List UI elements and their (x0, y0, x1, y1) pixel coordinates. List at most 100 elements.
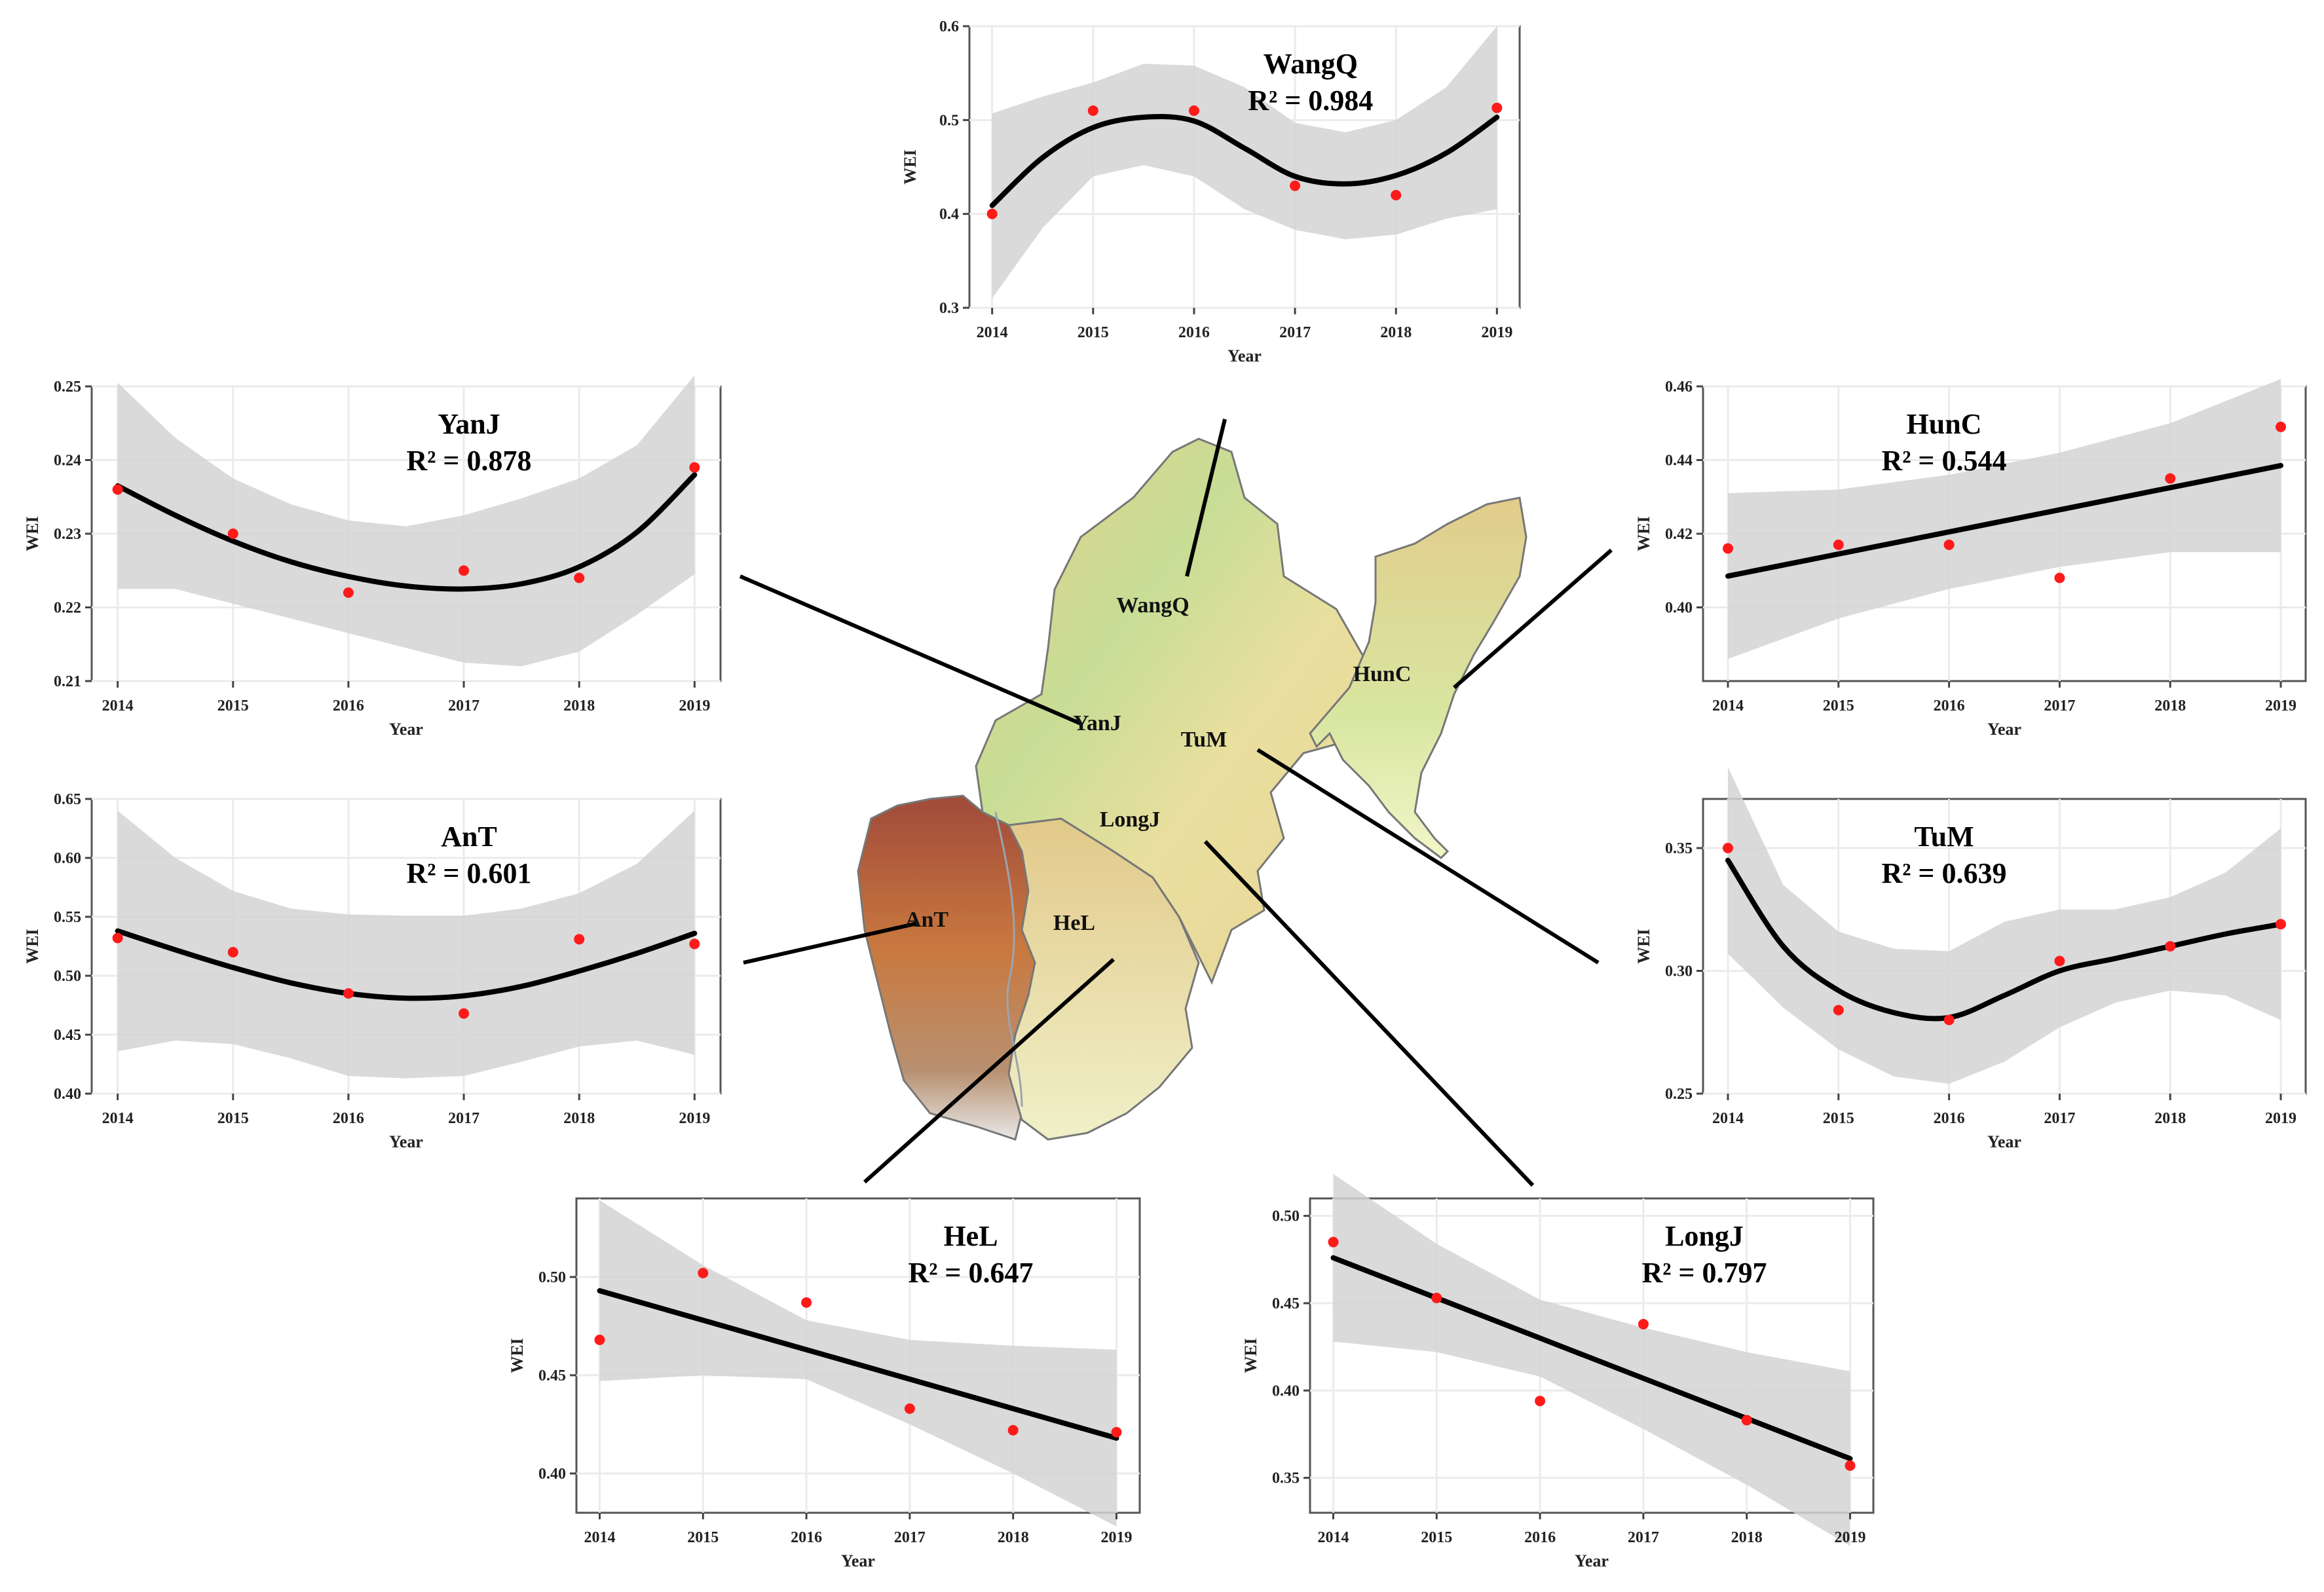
x-axis-label: Year (841, 1551, 875, 1570)
data-point (986, 208, 998, 219)
x-tick-label: 2015 (1421, 1529, 1452, 1546)
data-point (112, 933, 123, 944)
data-point (2165, 941, 2176, 952)
panel-title: HeL (943, 1220, 998, 1252)
x-tick-label: 2019 (1481, 324, 1512, 341)
y-tick-label: 0.23 (54, 526, 81, 543)
chart-panel-hunc: 2014 2015 2016 2017 2018 2019 0.40 0.42 0.44 0.46… (1634, 379, 2307, 739)
connector-lines (739, 418, 1613, 1187)
x-tick-label: 2017 (448, 697, 479, 714)
x-tick-label: 2016 (1934, 1110, 1965, 1127)
x-tick-label: 2015 (1823, 1110, 1854, 1127)
data-point (1007, 1425, 1019, 1435)
y-tick-label: 0.40 (1272, 1382, 1300, 1399)
r-squared-label: R² = 0.797 (1641, 1257, 1767, 1289)
data-point (343, 587, 354, 598)
y-tick-label: 0.40 (538, 1466, 566, 1483)
y-tick-label: 0.24 (54, 453, 81, 470)
r-squared-label: R² = 0.601 (406, 857, 531, 889)
x-axis-label: Year (1575, 1551, 1609, 1570)
fit-line (115, 928, 698, 1001)
r-squared-label: R² = 0.639 (1881, 857, 2006, 889)
panel-title: YanJ (438, 408, 500, 440)
x-tick-label: 2015 (1823, 697, 1854, 714)
x-tick-label: 2018 (563, 697, 595, 714)
map-labels: WangQ HunC YanJ TuM LongJ AnT HeL (905, 593, 1411, 935)
data-point (1111, 1427, 1122, 1437)
x-tick-label: 2015 (1078, 324, 1109, 341)
data-point (1833, 1005, 1844, 1016)
y-tick-label: 0.25 (1665, 1086, 1693, 1103)
panel-title: AnT (441, 821, 497, 853)
data-point (227, 947, 238, 957)
y-tick-label: 0.46 (1665, 379, 1693, 396)
x-tick-label: 2014 (102, 697, 134, 714)
connector-hunc (1453, 548, 1613, 690)
chart-panel-tum: 2014 2015 2016 2017 2018 2019 0.25 0.30 0.35 Year… (1634, 767, 2307, 1151)
connector-longj (1203, 840, 1535, 1187)
data-point (1722, 843, 1733, 853)
r-squared-label: R² = 0.878 (406, 445, 531, 477)
y-tick-label: 0.3 (939, 300, 959, 317)
x-axis-label: Year (1228, 346, 1262, 365)
x-tick-label: 2015 (217, 1110, 249, 1127)
x-tick-label: 2014 (584, 1529, 616, 1546)
y-tick-label: 0.4 (939, 206, 959, 223)
data-point (1845, 1460, 1856, 1471)
y-axis-label: WEI (23, 929, 42, 963)
data-point (459, 565, 470, 576)
data-point (2276, 919, 2287, 930)
x-tick-label: 2019 (679, 697, 710, 714)
data-point (904, 1403, 915, 1414)
fit-line (1330, 1255, 1853, 1462)
data-point (1833, 539, 1844, 550)
panel-title: LongJ (1665, 1220, 1744, 1252)
confidence-band (117, 811, 695, 1079)
x-tick-label: 2014 (1318, 1529, 1349, 1546)
y-tick-label: 0.35 (1665, 840, 1693, 857)
y-tick-label: 0.25 (54, 379, 81, 396)
x-tick-label: 2014 (1712, 697, 1744, 714)
data-point (1535, 1396, 1546, 1407)
x-axis-label: Year (389, 1132, 423, 1151)
map-label-tum: TuM (1181, 728, 1228, 752)
x-tick-label: 2017 (2044, 1110, 2075, 1127)
data-point (594, 1335, 605, 1345)
map-label-wangq: WangQ (1116, 593, 1189, 618)
confidence-band (992, 26, 1497, 299)
chart-panel-hel: 2014 2015 2016 2017 2018 2019 0.40 0.45 0.50 Year… (508, 1197, 1141, 1570)
r-squared-label: R² = 0.647 (908, 1257, 1033, 1289)
y-tick-label: 0.50 (54, 968, 81, 985)
x-tick-label: 2017 (1628, 1529, 1659, 1546)
x-tick-label: 2018 (2154, 697, 2186, 714)
x-tick-label: 2018 (563, 1110, 595, 1127)
x-tick-label: 2019 (1100, 1529, 1132, 1546)
map-label-ant: AnT (905, 908, 948, 932)
y-tick-label: 0.45 (1272, 1295, 1300, 1312)
x-tick-label: 2017 (894, 1529, 926, 1546)
map-region-north (975, 437, 1383, 985)
chart-panel-wangq: 2014 2015 2016 2017 2018 2019 0.3 0.4 0.5 0.6 Year… (901, 18, 1521, 365)
data-point (1943, 1014, 1955, 1026)
chart-panels: 2014 2015 2016 2017 2018 2019 0.3 0.4 0.5 0.6 Year… (23, 18, 2307, 1570)
chart-panel-longj: 2014 2015 2016 2017 2018 2019 0.35 0.40 0.45 0.50… (1241, 1174, 1875, 1570)
data-point (343, 988, 354, 999)
y-tick-label: 0.5 (939, 112, 959, 129)
x-tick-label: 2019 (2265, 697, 2296, 714)
y-tick-label: 0.22 (54, 600, 81, 617)
data-point (574, 934, 585, 945)
y-tick-label: 0.30 (1665, 963, 1693, 980)
y-tick-label: 0.50 (1272, 1208, 1300, 1225)
data-point (1290, 180, 1301, 191)
x-tick-label: 2016 (333, 697, 364, 714)
x-tick-label: 2016 (333, 1110, 364, 1127)
y-tick-label: 0.45 (538, 1367, 566, 1384)
x-tick-label: 2016 (1524, 1529, 1556, 1546)
r-squared-label: R² = 0.544 (1881, 445, 2006, 477)
data-point (1638, 1319, 1649, 1329)
data-point (1431, 1293, 1442, 1303)
y-tick-label: 0.42 (1665, 526, 1693, 543)
x-tick-label: 2014 (102, 1110, 134, 1127)
x-axis-label: Year (1987, 720, 2021, 739)
